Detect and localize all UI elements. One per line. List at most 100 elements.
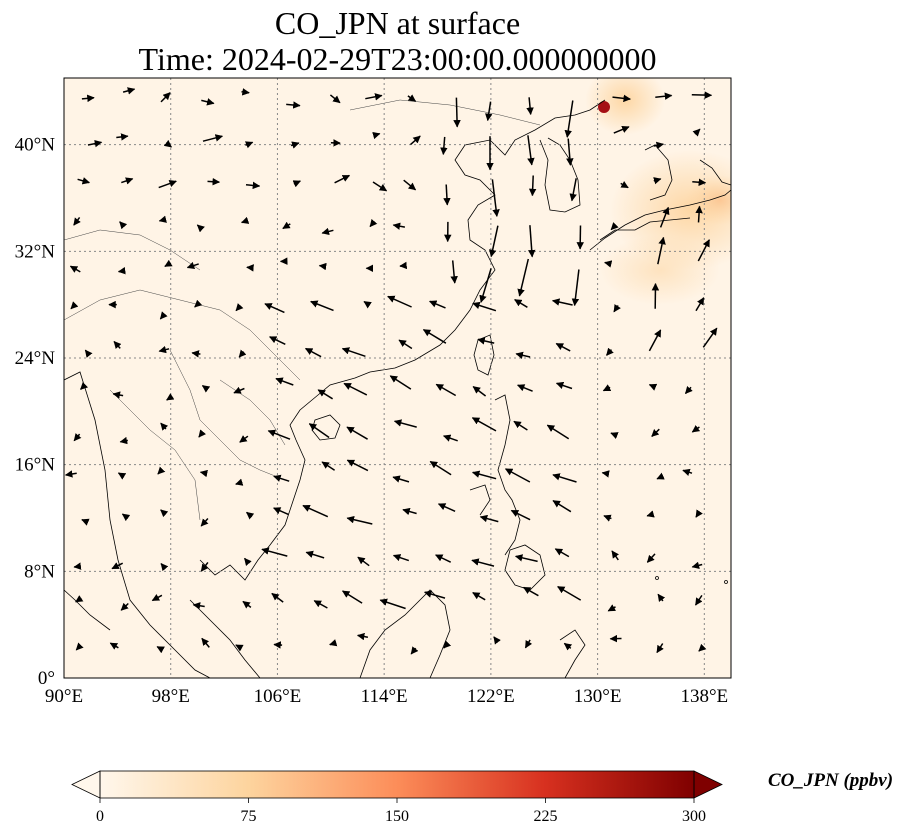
wind-arrow: [472, 386, 487, 397]
wind-arrow: [423, 590, 446, 599]
wind-arrow: [653, 177, 662, 185]
wind-arrow: [555, 381, 573, 390]
wind-arrow: [73, 433, 82, 442]
wind-arrow: [648, 329, 662, 352]
wind-arrow: [365, 93, 383, 101]
wind-arrow: [402, 507, 417, 516]
wind-arrow: [264, 303, 285, 314]
wind-arrow: [80, 382, 89, 390]
wind-arrow: [379, 598, 406, 610]
wind-arrow: [610, 222, 619, 231]
wind-arrow: [282, 221, 291, 230]
wind-arrow: [695, 297, 705, 312]
wind-arrow: [527, 135, 535, 166]
wind-arrow: [356, 632, 369, 641]
map-title: CO_JPN at surface: [274, 5, 521, 41]
wind-arrow: [603, 514, 612, 522]
wind-arrow: [269, 336, 286, 345]
wind-arrow: [119, 221, 128, 230]
colorbar-tick-label: 225: [534, 808, 558, 825]
wind-arrow: [240, 216, 250, 224]
wind-arrow: [479, 514, 499, 523]
lon-tick-label: 106°E: [254, 686, 302, 707]
wind-arrow: [435, 383, 457, 397]
wind-arrow: [321, 461, 336, 471]
wind-arrow: [117, 472, 127, 480]
wind-arrow: [601, 470, 610, 478]
wind-arrow: [201, 98, 215, 106]
wind-arrow: [422, 328, 447, 344]
wind-arrow: [472, 301, 497, 312]
wind-arrow: [158, 179, 177, 189]
wind-arrow: [514, 298, 528, 308]
wind-arrow: [526, 97, 534, 116]
wind-arrow: [305, 550, 325, 559]
wind-arrow: [242, 600, 252, 609]
wind-arrow: [648, 383, 658, 391]
wind-arrow: [437, 503, 456, 512]
wind-arrow: [657, 593, 666, 602]
wind-arrow: [517, 384, 533, 392]
wind-arrow: [160, 422, 169, 431]
wind-arrow: [524, 639, 533, 649]
wind-arrow: [403, 179, 417, 191]
wind-arrow: [691, 91, 713, 99]
wind-arrow: [200, 561, 209, 572]
wind-arrow: [552, 473, 577, 483]
wind-arrow: [244, 557, 252, 566]
wind-arrow: [201, 384, 211, 393]
colorbar-label: CO_JPN (ppbv): [768, 770, 894, 791]
lon-tick-label: 114°E: [361, 686, 408, 707]
wind-arrow: [684, 385, 693, 395]
colorbar-tick-label: 300: [682, 808, 706, 825]
wind-arrow: [160, 509, 169, 518]
wind-arrow: [429, 300, 446, 309]
wind-arrow: [310, 300, 334, 312]
wind-arrow: [472, 591, 486, 601]
wind-arrow: [334, 174, 351, 184]
wind-arrow: [122, 87, 136, 95]
wind-arrow: [233, 386, 245, 394]
wind-arrow: [163, 139, 172, 148]
wind-arrow: [477, 337, 495, 345]
wind-arrow: [443, 640, 452, 649]
wind-arrow: [372, 181, 388, 192]
wind-arrow: [435, 554, 452, 563]
wind-arrow: [613, 125, 630, 134]
wind-arrow: [84, 349, 93, 358]
wind-arrow: [192, 602, 205, 610]
wind-arrow: [159, 311, 168, 320]
wind-arrow: [410, 646, 419, 655]
wind-arrow: [493, 636, 501, 645]
wind-arrow: [651, 428, 660, 437]
wind-arrow: [471, 558, 495, 567]
wind-arrow: [692, 128, 701, 137]
wind-arrow: [244, 141, 254, 149]
axis-ticks: 90°E 98°E 106°E 114°E 122°E 130°E 138°E 0° 8°N 16…: [15, 135, 729, 707]
lon-tick-label: 138°E: [680, 686, 728, 707]
wind-arrow: [692, 178, 707, 186]
wind-arrow: [398, 339, 413, 350]
map-subtitle-time: Time: 2024-02-29T23:00:00.000000000: [138, 41, 657, 77]
colorbar-max-extend: [693, 770, 723, 799]
wind-arrow: [554, 548, 570, 558]
wind-arrow: [273, 474, 290, 482]
wind-arrow: [121, 177, 134, 185]
wind-arrow: [77, 177, 91, 185]
wind-arrow: [551, 298, 573, 306]
wind-arrow: [81, 518, 90, 526]
wind-arrow: [158, 215, 167, 223]
wind-arrow: [510, 509, 531, 521]
wind-arrow: [646, 553, 656, 563]
wind-arrow: [341, 347, 366, 358]
wind-arrow: [201, 637, 210, 648]
wind-arrow: [245, 181, 261, 190]
wind-arrow: [389, 375, 412, 390]
wind-arrow: [156, 646, 165, 654]
wind-arrow: [471, 470, 497, 480]
co-concentration-field: [64, 78, 731, 678]
lat-tick-label: 8°N: [24, 561, 55, 582]
wind-arrow: [653, 141, 665, 150]
wind-arrow: [515, 351, 531, 359]
